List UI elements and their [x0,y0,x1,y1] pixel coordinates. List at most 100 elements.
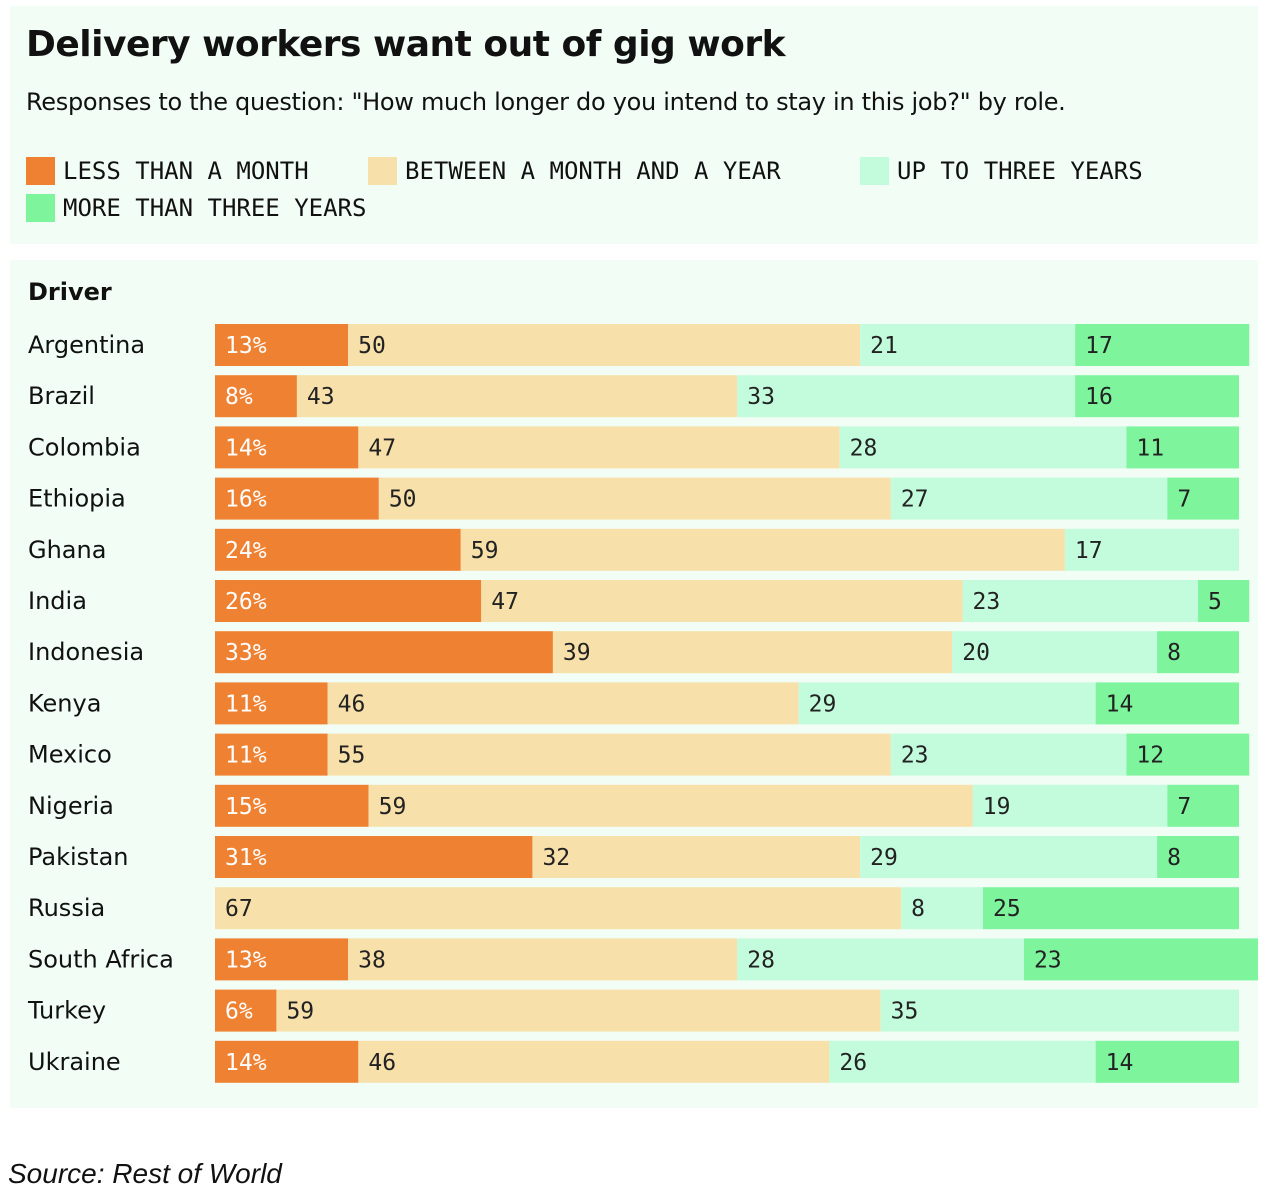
bar-segment-more-than-three-years [1126,426,1239,469]
data-label: 17 [1075,538,1103,564]
data-label: 23 [901,743,929,769]
category-label: Indonesia [28,638,144,666]
data-label: 35 [891,999,919,1025]
category-label: South Africa [28,945,174,973]
category-label: Mexico [28,741,112,769]
category-label: India [28,587,87,615]
role-label: Driver [28,278,112,306]
legend-swatch [368,157,397,185]
bar-segment-up-to-three-years [972,784,1168,827]
bar-segment-less-than-a-month [215,631,553,674]
bar-segment-between-a-month-and-a-year [348,324,861,366]
data-label: 14% [225,1050,267,1076]
bar-segment-less-than-a-month [215,989,277,1032]
data-label: 55 [338,743,366,769]
data-label: 33 [747,384,775,410]
bar-segment-up-to-three-years [962,580,1199,622]
bar-segment-less-than-a-month [215,375,297,418]
legend-item-less-than-a-month: LESS THAN A MONTH [26,157,309,185]
data-label: 28 [747,947,775,973]
bar-segment-more-than-three-years [1075,375,1239,418]
bar-segment-between-a-month-and-a-year [296,375,738,418]
bar-row-russia: Russia 67 8 25 [28,887,1239,930]
bar-row-mexico: Mexico 11% 55 23 12 [28,733,1250,776]
data-label: 33% [225,640,267,666]
bar-segment-more-than-three-years [1157,836,1239,878]
data-label: 14 [1106,1050,1134,1076]
bar-segment-between-a-month-and-a-year [481,580,963,622]
bar-segment-up-to-three-years [1064,528,1239,571]
data-label: 47 [368,435,396,461]
bar-segment-less-than-a-month [215,682,328,725]
legend-swatch [26,194,55,222]
bar-segment-up-to-three-years [737,938,1024,981]
source-note: Source: Rest of World [8,1158,282,1189]
bar-segment-up-to-three-years [890,733,1127,776]
data-label: 14 [1106,691,1134,717]
legend-item-up-to-three-years: UP TO THREE YEARS [860,157,1143,185]
data-label: 67 [225,896,253,922]
category-label: Ethiopia [28,485,126,513]
chart-panel: Driver Argentina 13% 50 21 17 Brazil 8% 43 33 16 C… [10,260,1258,1108]
data-label: 29 [870,845,898,871]
data-label: 12 [1136,743,1164,769]
bar-segment-more-than-three-years [1095,682,1239,725]
bar-segment-up-to-three-years [890,477,1168,520]
data-label: 59 [379,794,407,820]
data-label: 24% [225,538,267,564]
data-label: 6% [225,999,253,1025]
bar-segment-between-a-month-and-a-year [358,1040,830,1083]
data-label: 14% [225,435,267,461]
bar-row-colombia: Colombia 14% 47 28 11 [28,426,1239,469]
category-label: Pakistan [28,843,129,871]
bar-segment-more-than-three-years [1198,580,1250,622]
data-label: 21 [870,333,898,359]
bar-row-kenya: Kenya 11% 46 29 14 [28,682,1239,725]
data-label: 7 [1177,487,1191,513]
bar-segment-less-than-a-month [215,426,359,469]
bar-row-brazil: Brazil 8% 43 33 16 [28,375,1239,418]
data-label: 26% [225,589,267,615]
bar-segment-less-than-a-month [215,938,349,981]
data-label: 50 [389,487,417,513]
bar-segment-more-than-three-years [1095,1040,1239,1083]
bar-segment-less-than-a-month [215,733,328,776]
data-label: 23 [1034,947,1062,973]
bar-row-pakistan: Pakistan 31% 32 29 8 [28,836,1239,878]
bar-segment-less-than-a-month [215,528,461,571]
data-label: 20 [962,640,990,666]
bar-row-turkey: Turkey 6% 59 35 [27,989,1239,1032]
bar-segment-less-than-a-month [215,1040,359,1083]
data-label: 16 [1085,384,1113,410]
stacked-bar-chart: Argentina 13% 50 21 17 Brazil 8% 43 33 16 Colombia… [27,324,1258,1083]
bar-segment-up-to-three-years [798,682,1096,725]
data-label: 47 [491,589,519,615]
data-label: 8 [911,896,925,922]
chart-subtitle: Responses to the question: "How much lon… [26,88,1066,116]
bar-segment-between-a-month-and-a-year [358,426,840,469]
bar-segment-between-a-month-and-a-year [327,733,891,776]
data-label: 46 [338,691,366,717]
bar-segment-up-to-three-years [952,631,1158,674]
bar-segment-between-a-month-and-a-year [276,989,881,1032]
legend-item-between-a-month-and-a-year: BETWEEN A MONTH AND A YEAR [368,157,781,185]
bar-segment-more-than-three-years [1167,477,1239,520]
bar-segment-less-than-a-month [215,580,482,622]
bar-segment-between-a-month-and-a-year [378,477,891,520]
bar-row-ukraine: Ukraine 14% 46 26 14 [28,1040,1239,1083]
category-label: Nigeria [28,792,114,820]
data-label: 39 [563,640,591,666]
data-label: 8% [225,384,253,410]
bar-row-indonesia: Indonesia 33% 39 20 8 [28,631,1239,674]
bar-segment-less-than-a-month [215,836,533,878]
category-label: Argentina [28,331,145,359]
bar-segment-up-to-three-years [901,887,983,930]
data-label: 28 [850,435,878,461]
bar-segment-more-than-three-years [1075,324,1250,366]
data-label: 11% [225,691,267,717]
bar-segment-up-to-three-years [860,836,1158,878]
bar-segment-less-than-a-month [215,784,369,827]
data-label: 26 [839,1050,867,1076]
category-label: Turkey [27,997,106,1025]
bar-segment-more-than-three-years [983,887,1239,930]
